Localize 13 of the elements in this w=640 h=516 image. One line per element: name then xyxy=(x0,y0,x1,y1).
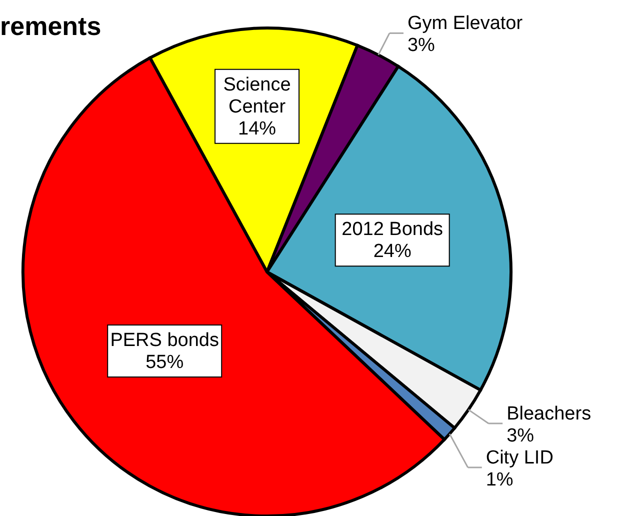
data-label: 1% xyxy=(486,469,514,490)
data-label: 3% xyxy=(407,35,436,56)
slice-label: 2012 Bonds xyxy=(342,219,444,240)
chart-title: rements xyxy=(0,11,102,42)
slice-label: City LID xyxy=(486,447,554,468)
slice-label: Bleachers xyxy=(506,403,592,424)
slice-label: PERS bonds xyxy=(110,330,220,351)
data-label: 3% xyxy=(506,425,534,446)
slice-label: Gym Elevator xyxy=(407,13,524,34)
data-label: 24% xyxy=(373,241,412,262)
slice-label: Science Center xyxy=(223,74,291,118)
data-label: 55% xyxy=(146,352,184,373)
data-label: 14% xyxy=(238,118,276,140)
